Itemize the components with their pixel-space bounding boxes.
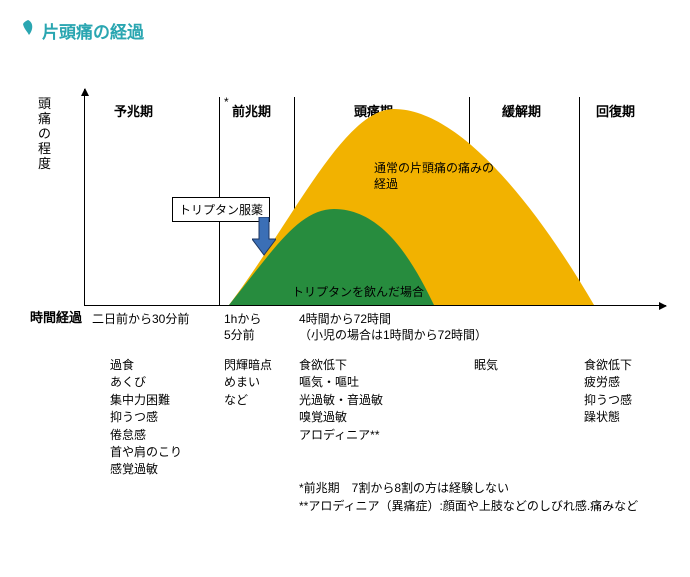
page-title: 片頭痛の経過	[20, 18, 670, 43]
symptom-item: アロディニア**	[299, 427, 383, 444]
phase-tick	[579, 97, 580, 305]
curve-normal	[229, 109, 594, 305]
symptom-item: 抑うつ感	[110, 409, 182, 426]
symptom-item: 光過敏・音過敏	[299, 392, 383, 409]
leaf-icon	[20, 19, 36, 42]
phase-tick	[294, 97, 295, 305]
symptom-list: 食欲低下疲労感抑うつ感躁状態	[584, 357, 632, 427]
symptom-item: 感覚過敏	[110, 461, 182, 478]
symptom-item: 嘔気・嘔吐	[299, 374, 383, 391]
time-cell: 1hから 5分前	[224, 311, 261, 343]
symptom-list: 眠気	[474, 357, 498, 374]
x-axis-label: 時間経過	[30, 307, 82, 326]
page-title-text: 片頭痛の経過	[42, 18, 144, 43]
symptom-item: 嗅覚過敏	[299, 409, 383, 426]
pain-curves	[84, 89, 644, 305]
symptom-item: 倦怠感	[110, 427, 182, 444]
time-cell: 4時間から72時間 （小児の場合は1時間から72時間）	[299, 311, 487, 343]
footnote: **アロディニア（異痛症）:顔面や上肢などのしびれ感.痛みなど	[299, 497, 638, 515]
time-cell: 二日前から30分前	[92, 311, 189, 327]
symptom-item: 過食	[110, 357, 182, 374]
symptom-item: 閃輝暗点	[224, 357, 272, 374]
symptom-item: 食欲低下	[299, 357, 383, 374]
phase-label: 頭痛期	[354, 101, 393, 120]
symptom-item: など	[224, 392, 272, 409]
phase-label: 緩解期	[502, 101, 541, 120]
symptom-item: 躁状態	[584, 409, 632, 426]
symptom-item: あくび	[110, 374, 182, 391]
phase-label: 前兆期	[232, 101, 271, 120]
symptom-list: 食欲低下嘔気・嘔吐光過敏・音過敏嗅覚過敏アロディニア**	[299, 357, 383, 444]
symptom-item: 集中力困難	[110, 392, 182, 409]
x-axis	[84, 305, 666, 306]
symptom-list: 閃輝暗点めまいなど	[224, 357, 272, 409]
migraine-timeline-chart: 頭痛の程度 時間経過 予兆期 * 前兆期 頭痛期 緩解期 回復期 トリプタン服薬…	[74, 79, 674, 559]
y-axis	[84, 89, 85, 305]
symptom-item: 抑うつ感	[584, 392, 632, 409]
footnote: *前兆期 7割から8割の方は経験しない	[299, 479, 509, 497]
phase-label: 予兆期	[114, 101, 153, 120]
medication-arrow-icon	[252, 217, 276, 257]
symptom-item: 疲労感	[584, 374, 632, 391]
symptom-list: 過食あくび集中力困難抑うつ感倦怠感首や肩のこり感覚過敏	[110, 357, 182, 479]
symptom-item: 食欲低下	[584, 357, 632, 374]
phase-tick	[469, 97, 470, 305]
curve-med-label: トリプタンを飲んだ場合	[292, 285, 424, 301]
symptom-item: 首や肩のこり	[110, 444, 182, 461]
y-axis-label: 頭痛の程度	[38, 97, 52, 172]
symptom-item: 眠気	[474, 357, 498, 374]
phase-label: 回復期	[596, 101, 635, 120]
phase-asterisk: *	[224, 95, 229, 109]
medication-callout-text: トリプタン服薬	[179, 203, 263, 217]
curve-normal-label: 通常の片頭痛の痛みの経過	[374, 161, 504, 192]
symptom-item: めまい	[224, 374, 272, 391]
